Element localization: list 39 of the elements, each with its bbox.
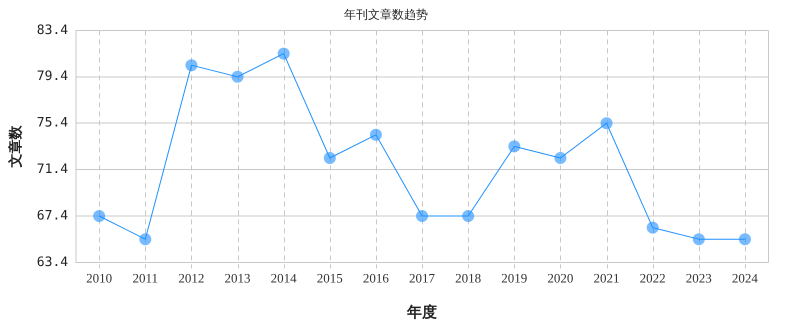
x-tick-label: 2023: [686, 270, 712, 286]
x-tick-label: 2024: [732, 270, 758, 286]
y-tick-label: 79.4: [36, 69, 68, 84]
x-tick-label: 2019: [501, 270, 528, 286]
x-tick-label: 2013: [224, 270, 251, 286]
point: [278, 48, 290, 60]
point: [692, 233, 705, 246]
x-tick-label: 2022: [640, 270, 666, 286]
point: [462, 210, 474, 222]
x-tick-label: 2018: [455, 270, 482, 286]
x-tick-label: 2010: [86, 270, 112, 286]
point: [416, 210, 428, 222]
point: [139, 233, 152, 246]
point: [554, 152, 566, 164]
y-axis-title: 文章数: [7, 124, 24, 168]
x-tick-label: 2020: [547, 270, 574, 286]
y-tick-label: 71.4: [36, 162, 68, 177]
x-tick-label: 2021: [594, 270, 620, 286]
x-tick-label: 2016: [362, 270, 390, 286]
point: [646, 222, 659, 234]
point: [185, 59, 198, 72]
x-axis-title: 年度: [406, 302, 438, 321]
y-tick-label: 67.4: [36, 208, 68, 224]
point: [508, 140, 520, 152]
y-tick-label: 75.4: [36, 116, 68, 131]
x-tick-label: 2014: [270, 270, 298, 286]
y-tick-label: 83.4: [36, 22, 68, 38]
x-tick-label: 2015: [316, 270, 343, 286]
chart-title: 年刊文章数趋势: [344, 7, 428, 22]
x-tick-label: 2012: [178, 270, 204, 286]
point: [232, 70, 244, 83]
point: [738, 233, 751, 246]
x-tick-label: 2017: [409, 270, 436, 286]
point: [93, 210, 106, 222]
y-tick-label: 63.4: [36, 254, 68, 270]
point: [324, 152, 336, 164]
point: [600, 117, 613, 130]
point: [370, 128, 382, 141]
x-tick-label: 2011: [132, 270, 158, 286]
